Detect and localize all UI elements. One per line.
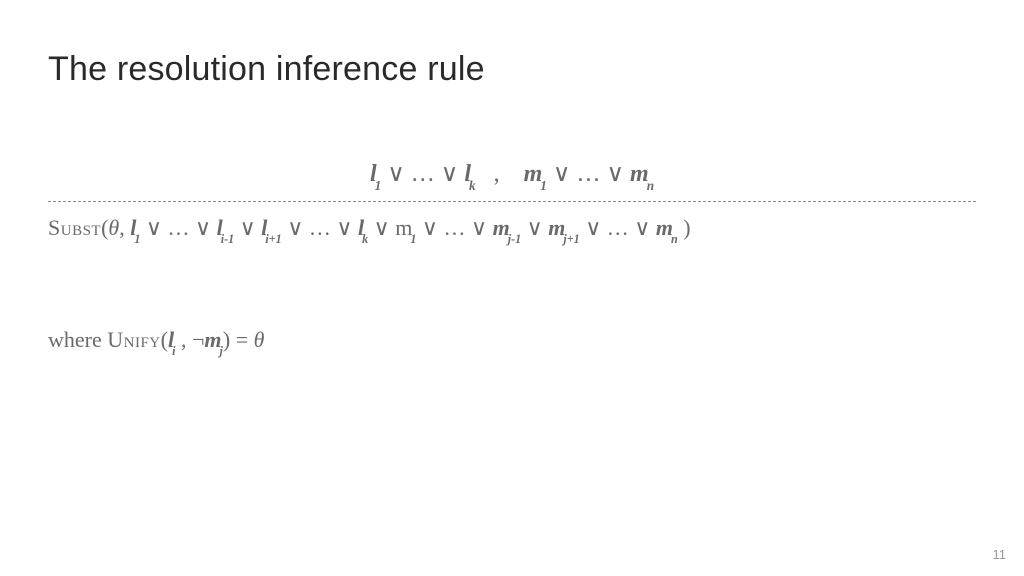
- or-ellipsis: ∨ … ∨: [381, 161, 464, 187]
- premises-row: l1 ∨ … ∨ lk , m1 ∨ … ∨ mn: [48, 159, 976, 191]
- sub-m1: 1: [540, 178, 547, 193]
- concl-mjp1-sub: j+1: [563, 232, 579, 246]
- concl-lip1-sub: i+1: [265, 232, 281, 246]
- sub-k: k: [469, 178, 476, 193]
- concl-lim1-sub: i-1: [221, 232, 234, 246]
- concl-or5: ∨ … ∨: [416, 215, 492, 240]
- slide-title: The resolution inference rule: [48, 50, 976, 89]
- page-number: 11: [993, 547, 1007, 562]
- concl-l1-sub: 1: [134, 232, 140, 246]
- unify-label: Unify: [107, 327, 160, 352]
- unify-li-sub: i: [172, 344, 175, 358]
- sub-mn: n: [647, 178, 654, 193]
- unify-theta: θ: [254, 327, 265, 352]
- unify-open: (: [161, 327, 168, 352]
- concl-or7: ∨ … ∨: [580, 215, 656, 240]
- unify-mj: m: [204, 327, 221, 352]
- concl-mn-sub: n: [671, 232, 678, 246]
- concl-or6: ∨: [521, 215, 548, 240]
- where-clause: where Unify(li , ¬mj) = θ: [48, 327, 976, 356]
- concl-lk-sub: k: [362, 232, 368, 246]
- or-ellipsis-2: ∨ … ∨: [547, 161, 630, 187]
- literal-mn: m: [630, 161, 649, 187]
- where-label: where: [48, 327, 107, 352]
- subst-label: Subst: [48, 215, 101, 240]
- unify-mj-sub: j: [220, 344, 223, 358]
- slide-container: The resolution inference rule l1 ∨ … ∨ l…: [0, 0, 1024, 576]
- premise-comma: ,: [476, 161, 524, 187]
- unify-close: ) =: [223, 327, 254, 352]
- theta-symbol: θ: [108, 215, 119, 240]
- paren-close: ): [678, 215, 691, 240]
- conclusion-row: Subst(θ, l1 ∨ … ∨ li-1 ∨ li+1 ∨ … ∨ lk ∨…: [48, 210, 976, 247]
- concl-or2: ∨: [234, 215, 261, 240]
- concl-mjm1-sub: j-1: [508, 232, 521, 246]
- unify-comma: , ¬: [175, 327, 204, 352]
- concl-or1: ∨ … ∨: [140, 215, 216, 240]
- concl-m1-sub: 1: [410, 232, 416, 246]
- concl-or4: ∨ m: [368, 215, 412, 240]
- subst-comma: ,: [119, 215, 130, 240]
- sub-1: 1: [375, 178, 382, 193]
- inference-rule-line: [48, 201, 976, 202]
- concl-or3: ∨ … ∨: [282, 215, 358, 240]
